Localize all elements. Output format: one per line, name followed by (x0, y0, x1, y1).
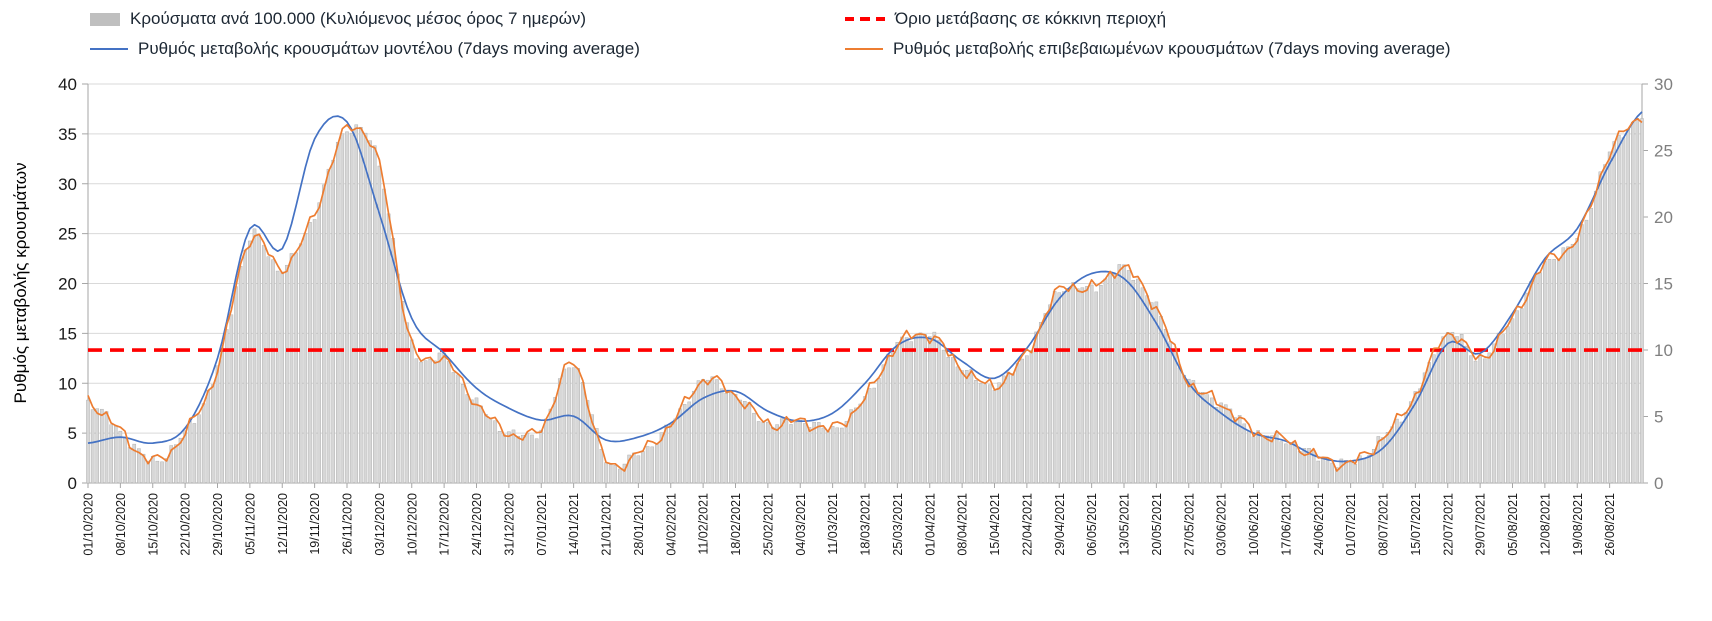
svg-text:15/04/2021: 15/04/2021 (988, 493, 1002, 556)
svg-text:13/05/2021: 13/05/2021 (1118, 493, 1132, 556)
svg-text:29/07/2021: 29/07/2021 (1474, 493, 1488, 556)
legend-item-confirmed: Ρυθμός μεταβολής επιβεβαιωμένων κρουσμάτ… (845, 38, 1682, 60)
legend-label-confirmed: Ρυθμός μεταβολής επιβεβαιωμένων κρουσμάτ… (893, 39, 1451, 58)
svg-text:28/01/2021: 28/01/2021 (632, 493, 646, 556)
svg-text:29/10/2020: 29/10/2020 (211, 493, 225, 556)
confirmed-line-swatch-icon (845, 48, 883, 50)
svg-text:26/08/2021: 26/08/2021 (1603, 493, 1617, 556)
svg-text:08/10/2020: 08/10/2020 (114, 493, 128, 556)
svg-text:17/12/2020: 17/12/2020 (438, 493, 452, 556)
svg-text:17/06/2021: 17/06/2021 (1279, 493, 1293, 556)
svg-text:12/11/2020: 12/11/2020 (276, 493, 290, 555)
svg-text:04/02/2021: 04/02/2021 (664, 493, 678, 556)
svg-text:18/02/2021: 18/02/2021 (729, 493, 743, 556)
legend-label-bars: Κρούσματα ανά 100.000 (Κυλιόμενος μέσος … (130, 9, 587, 28)
svg-text:25/03/2021: 25/03/2021 (891, 493, 905, 556)
legend-label-threshold: Όριο μετάβασης σε κόκκινη περιοχή (895, 9, 1167, 28)
legend-item-bars: Κρούσματα ανά 100.000 (Κυλιόμενος μέσος … (90, 8, 845, 30)
svg-text:30: 30 (58, 175, 77, 194)
svg-text:19/08/2021: 19/08/2021 (1571, 493, 1585, 556)
svg-text:25: 25 (58, 225, 77, 244)
svg-text:01/10/2020: 01/10/2020 (82, 493, 96, 556)
bar-series-swatch-icon (90, 12, 120, 26)
svg-text:18/03/2021: 18/03/2021 (859, 493, 873, 556)
svg-text:5: 5 (68, 424, 77, 443)
svg-text:30: 30 (1654, 75, 1673, 94)
svg-text:11/03/2021: 11/03/2021 (826, 493, 840, 555)
svg-text:04/03/2021: 04/03/2021 (794, 493, 808, 556)
svg-text:20: 20 (58, 275, 77, 294)
svg-text:08/07/2021: 08/07/2021 (1377, 493, 1391, 556)
threshold-dash-swatch-icon (845, 17, 885, 21)
svg-text:0: 0 (68, 474, 77, 493)
svg-text:07/01/2021: 07/01/2021 (535, 493, 549, 556)
svg-text:29/04/2021: 29/04/2021 (1053, 493, 1067, 556)
svg-text:35: 35 (58, 125, 77, 144)
legend-item-threshold: Όριο μετάβασης σε κόκκινη περιοχή (845, 8, 1682, 30)
svg-text:25: 25 (1654, 142, 1673, 161)
svg-text:03/12/2020: 03/12/2020 (373, 493, 387, 556)
svg-text:15: 15 (58, 324, 77, 343)
svg-text:21/01/2021: 21/01/2021 (600, 493, 614, 556)
svg-text:20/05/2021: 20/05/2021 (1150, 493, 1164, 556)
svg-text:10/06/2021: 10/06/2021 (1247, 493, 1261, 556)
svg-text:25/02/2021: 25/02/2021 (761, 493, 775, 556)
svg-text:14/01/2021: 14/01/2021 (567, 493, 581, 556)
svg-text:19/11/2020: 19/11/2020 (308, 493, 322, 555)
svg-text:0: 0 (1654, 474, 1663, 493)
svg-text:03/06/2021: 03/06/2021 (1215, 493, 1229, 556)
svg-text:15: 15 (1654, 275, 1673, 294)
svg-text:5: 5 (1654, 408, 1663, 427)
svg-text:15/07/2021: 15/07/2021 (1409, 493, 1423, 556)
svg-text:05/08/2021: 05/08/2021 (1506, 493, 1520, 556)
svg-text:15/10/2020: 15/10/2020 (146, 493, 160, 556)
svg-text:11/02/2021: 11/02/2021 (697, 493, 711, 555)
svg-text:10: 10 (58, 374, 77, 393)
svg-text:01/04/2021: 01/04/2021 (923, 493, 937, 556)
svg-text:05/11/2020: 05/11/2020 (243, 493, 257, 555)
svg-text:24/12/2020: 24/12/2020 (470, 493, 484, 556)
svg-text:22/07/2021: 22/07/2021 (1441, 493, 1455, 556)
svg-text:10: 10 (1654, 341, 1673, 360)
svg-text:31/12/2020: 31/12/2020 (502, 493, 516, 556)
legend-label-model: Ρυθμός μεταβολής κρουσμάτων μοντέλου (7d… (138, 39, 640, 58)
legend-item-model: Ρυθμός μεταβολής κρουσμάτων μοντέλου (7d… (90, 38, 845, 60)
svg-text:24/06/2021: 24/06/2021 (1312, 493, 1326, 556)
legend: Κρούσματα ανά 100.000 (Κυλιόμενος μέσος … (90, 8, 1682, 60)
svg-text:10/12/2020: 10/12/2020 (405, 493, 419, 556)
svg-text:12/08/2021: 12/08/2021 (1538, 493, 1552, 556)
svg-text:06/05/2021: 06/05/2021 (1085, 493, 1099, 556)
svg-text:22/04/2021: 22/04/2021 (1020, 493, 1034, 556)
svg-text:27/05/2021: 27/05/2021 (1182, 493, 1196, 556)
svg-text:26/11/2020: 26/11/2020 (341, 493, 355, 555)
svg-text:40: 40 (58, 75, 77, 94)
model-line-swatch-icon (90, 48, 128, 50)
svg-text:08/04/2021: 08/04/2021 (956, 493, 970, 556)
svg-text:01/07/2021: 01/07/2021 (1344, 493, 1358, 556)
svg-text:22/10/2020: 22/10/2020 (179, 493, 193, 556)
svg-text:20: 20 (1654, 208, 1673, 227)
y-axis-title: Ρυθμός μεταβολής κρουσμάτων (11, 162, 30, 404)
